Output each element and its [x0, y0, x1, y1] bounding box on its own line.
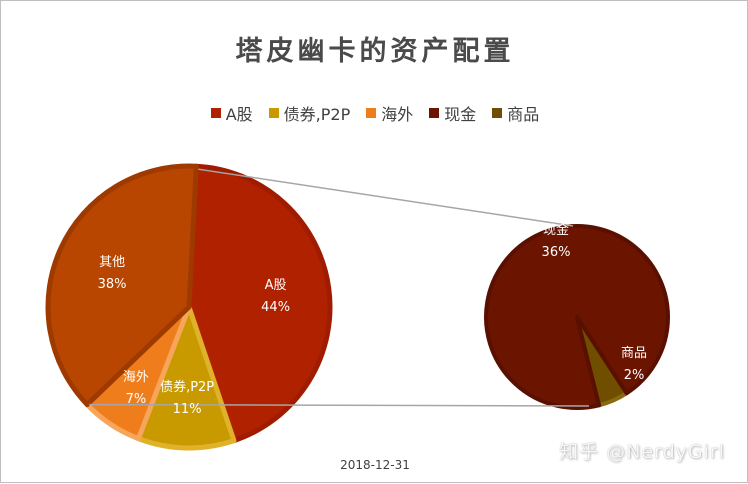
slice-percent-label: 38%: [98, 277, 127, 292]
legend-label: 现金: [444, 105, 477, 124]
slice-name-label: 商品: [621, 346, 647, 361]
legend-item: A股: [210, 101, 253, 125]
legend-item: 商品: [492, 101, 539, 125]
connector-line-top: [198, 168, 574, 227]
watermark: 知乎 @NerdyGirl: [559, 441, 725, 463]
slice-percent-label: 44%: [261, 300, 290, 315]
legend-swatch: [492, 108, 503, 118]
legend-item: 债券,P2P: [268, 101, 351, 125]
slice-name-label: 其他: [99, 255, 125, 270]
legend-swatch: [429, 108, 440, 118]
slice-name-label: 海外: [123, 370, 149, 385]
legend-label: 商品: [507, 105, 540, 124]
legend-label: 海外: [381, 105, 414, 124]
legend-swatch: [268, 108, 279, 118]
legend-item: 现金: [429, 101, 476, 125]
slice-percent-label: 36%: [542, 245, 571, 260]
legend-swatch: [210, 108, 221, 118]
legend-label: 债券,P2P: [283, 105, 351, 124]
pie-slice-0: [186, 163, 333, 444]
legend-label: A股: [225, 105, 253, 124]
pie-slice-3: [45, 163, 199, 408]
slice-percent-label: 11%: [173, 402, 202, 417]
pie-slice-1: [135, 304, 237, 451]
slice-name-label: 现金: [543, 222, 569, 238]
chart-title: 塔皮幽卡的资产配置: [235, 36, 515, 67]
slice-percent-label: 2%: [624, 368, 645, 383]
slice-percent-label: 7%: [126, 392, 147, 407]
slice-name-label: 债券,P2P: [160, 379, 214, 395]
slice-name-label: A股: [265, 278, 287, 293]
legend-item: 海外: [366, 101, 413, 125]
secondary-slice-0: [484, 224, 670, 410]
connector-line-bottom: [89, 403, 590, 407]
date-label: 2018-12-31: [340, 458, 410, 472]
legend: A股 债券,P2P 海外 现金 商品: [1, 101, 748, 125]
legend-swatch: [366, 108, 377, 118]
